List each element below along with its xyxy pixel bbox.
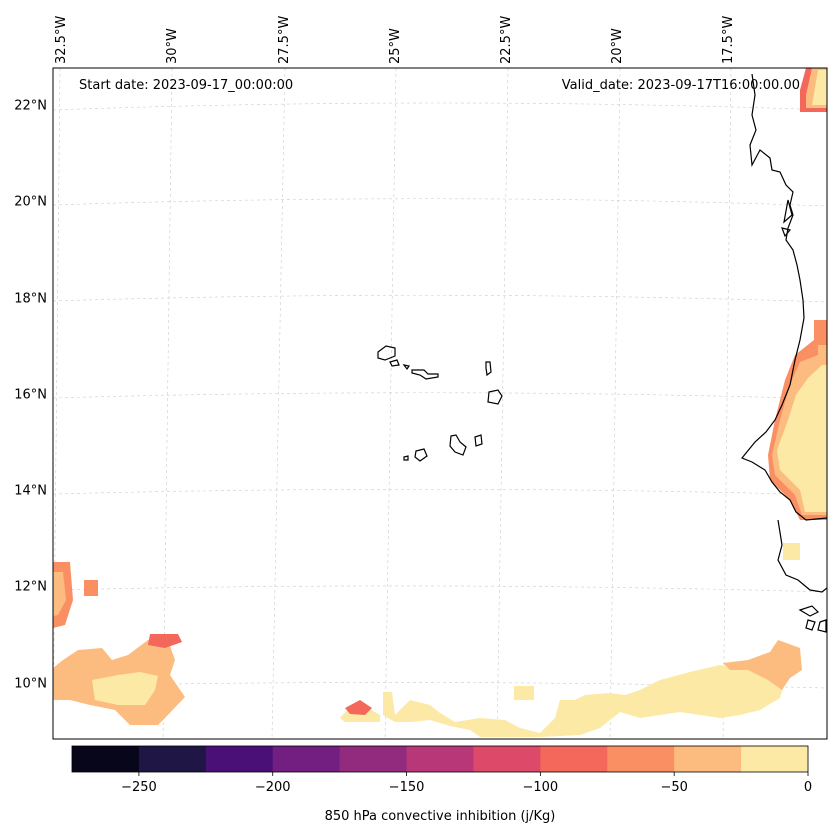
colorbar-tick-label: 0 [803, 780, 813, 795]
coastline [377, 73, 827, 633]
island-sao-vicente [389, 359, 400, 367]
colorbar-frame [71, 745, 809, 773]
cin-patch-south-light-3 [514, 686, 534, 700]
colorbar-bin [272, 746, 341, 772]
colorbar-bin [540, 746, 608, 772]
lon-label: 32.5°W [54, 15, 69, 64]
colorbar-tick-label: −100 [522, 780, 559, 795]
colorbar-bin [138, 746, 207, 772]
island-boa-vista [487, 389, 503, 405]
map-background [53, 68, 827, 739]
colorbar-bin [72, 746, 140, 772]
colorbar-title: 850 hPa convective inhibition (j/Kg) [324, 809, 556, 824]
west-africa-coastline [741, 73, 827, 521]
colorbar-bin [339, 746, 408, 772]
cin-field [53, 68, 827, 737]
colorbar-bin [473, 746, 541, 772]
island-sal [485, 361, 492, 377]
lat-label: 14°N [14, 483, 47, 499]
island-maio [474, 434, 483, 447]
colorbar-bin [607, 746, 675, 772]
colorbar-bin [205, 746, 274, 772]
colorbar-tick-label: −250 [121, 780, 157, 795]
lat-label: 20°N [14, 194, 47, 210]
lat-label: 22°N [14, 98, 47, 114]
coast-inlet-2 [781, 227, 792, 238]
colorbar [71, 745, 809, 776]
colorbar-ticks [138, 772, 809, 776]
cin-patch-sw-red [148, 634, 182, 648]
island-santiago [449, 434, 467, 456]
lon-label: 27.5°W [277, 15, 292, 64]
colorbar-tick-label: −150 [388, 780, 425, 795]
coast-inlet-1 [783, 199, 793, 224]
cin-patch-south-red-1 [345, 700, 372, 715]
guinea-bissau-islands [798, 605, 827, 633]
cin-patch-sw-edge-inner [53, 572, 66, 616]
lat-label: 12°N [14, 579, 47, 595]
lat-label: 10°N [14, 676, 47, 692]
lat-label: 18°N [14, 291, 47, 307]
colorbar-bins [72, 746, 809, 772]
colorbar-bin [674, 746, 742, 772]
lat-label: 16°N [14, 387, 47, 403]
map-frame [52, 67, 828, 740]
island-santa-luzia [402, 364, 410, 371]
colorbar-bin [406, 746, 474, 772]
cin-patch-topright-inner [812, 70, 827, 105]
cin-patch-south-mid [723, 640, 802, 690]
colorbar-tick-label: −50 [660, 780, 688, 795]
cin-patch-coast-inner [777, 365, 827, 512]
cin-patch-sw-light [92, 672, 158, 705]
lon-label: 17.5°W [721, 15, 736, 64]
cin-patch-gambia [783, 543, 800, 560]
colorbar-tick-label: −200 [254, 780, 291, 795]
lon-label: 30°W [165, 28, 180, 64]
lon-label: 20°W [610, 28, 625, 64]
lon-label: 25°W [388, 28, 403, 64]
colorbar-bin [741, 746, 809, 772]
cin-patch-sw-dot [84, 580, 98, 596]
cin-patch-south-light-2 [383, 665, 785, 737]
island-brava [403, 455, 409, 461]
island-sao-nicolau [411, 369, 439, 380]
valid-date-label: Valid_date: 2023-09-17T16:00:00.00 [561, 78, 800, 93]
guinea-coastline [777, 519, 827, 593]
island-santo-antao [377, 345, 396, 361]
island-fogo [414, 448, 428, 462]
start-date-label: Start date: 2023-09-17_00:00:00 [79, 78, 294, 93]
lon-label: 22.5°W [499, 15, 514, 64]
